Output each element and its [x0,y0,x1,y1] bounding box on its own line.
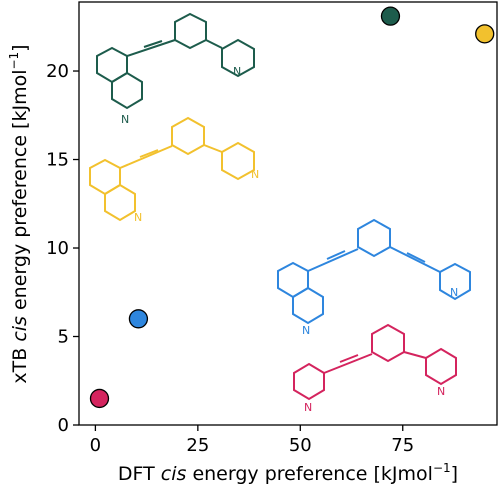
ring [293,362,325,401]
nitrogen-label: N [134,211,142,224]
data-point [380,6,401,26]
alkyne-bond [326,250,346,260]
data-point [128,309,149,329]
y-tick-label: 15 [46,150,69,171]
nitrogen-label: N [302,324,310,337]
ring [425,347,457,386]
y-tick-label: 10 [46,238,69,259]
ring [357,218,391,258]
nitrogen-label: N [304,401,312,414]
molecule-structure-green [96,12,255,110]
y-tick-label: 0 [58,415,69,436]
alkyne-bond [339,354,359,363]
ring [174,12,207,50]
data-point [475,24,495,44]
ring [221,141,255,181]
x-tick-label: 0 [90,435,101,456]
biaryl-bond [203,144,223,153]
molecule-structure-yellow [89,116,255,222]
plot-frame [78,1,498,426]
y-axis-label: xTB cis energy preference [kJmol−1] [7,44,31,383]
data-points [89,6,495,409]
ring [439,262,471,301]
alkyne-bond [139,149,159,158]
y-tick-label: 20 [46,61,69,82]
alkyne-bond [389,246,441,273]
ring [96,46,128,84]
ring [111,71,143,110]
alkyne-bond [119,145,173,169]
ring [171,116,205,156]
y-tick-label: 5 [58,327,69,348]
alkyne-bond [323,353,373,374]
ring [89,158,121,196]
data-point [89,388,110,409]
ring [221,38,255,78]
x-tick-label: 50 [289,435,312,456]
molecule-structure-crimson [293,323,457,401]
ring [277,261,309,299]
alkyne-bond [406,252,426,263]
ring [292,286,324,325]
x-tick-label: 75 [391,435,414,456]
nitrogen-label: N [121,113,129,126]
x-tick-label: 25 [186,435,209,456]
alkyne-bond [307,248,359,272]
ring [104,183,136,222]
nitrogen-label: N [450,286,458,299]
nitrogen-label: N [251,168,259,181]
ring [371,323,405,363]
molecule-structure-blue [277,218,471,325]
nitrogen-label: N [437,385,445,398]
nitrogen-label: N [233,65,241,78]
axis-ticks: 0 25 50 75 0 5 10 15 20 [46,61,414,456]
biaryl-bond [403,351,427,359]
alkyne-bond [143,40,163,48]
alkyne-bond [126,39,176,57]
x-axis-label: DFT cis energy preference [kJmol−1] [118,461,458,485]
biaryl-bond [205,39,223,49]
